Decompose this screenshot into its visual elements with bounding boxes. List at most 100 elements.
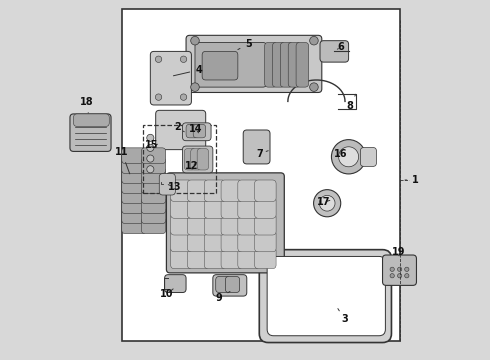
FancyBboxPatch shape: [221, 180, 243, 202]
FancyBboxPatch shape: [142, 168, 166, 184]
FancyBboxPatch shape: [221, 230, 243, 252]
FancyBboxPatch shape: [159, 174, 175, 195]
Text: 11: 11: [115, 147, 130, 174]
FancyBboxPatch shape: [167, 173, 284, 273]
Text: 12: 12: [185, 161, 199, 171]
FancyBboxPatch shape: [188, 180, 209, 202]
FancyBboxPatch shape: [296, 42, 309, 87]
FancyBboxPatch shape: [186, 35, 322, 93]
FancyBboxPatch shape: [171, 180, 192, 202]
Circle shape: [319, 195, 335, 211]
FancyBboxPatch shape: [238, 197, 259, 218]
FancyBboxPatch shape: [70, 114, 111, 152]
FancyBboxPatch shape: [182, 123, 211, 141]
Circle shape: [155, 56, 162, 63]
FancyBboxPatch shape: [195, 42, 267, 87]
Text: 9: 9: [216, 292, 230, 303]
Text: 10: 10: [160, 289, 174, 298]
FancyBboxPatch shape: [197, 149, 209, 170]
FancyBboxPatch shape: [360, 148, 376, 166]
FancyBboxPatch shape: [142, 218, 166, 234]
FancyBboxPatch shape: [182, 146, 213, 173]
FancyBboxPatch shape: [238, 213, 259, 235]
FancyBboxPatch shape: [255, 197, 276, 218]
Text: 4: 4: [173, 65, 202, 76]
FancyBboxPatch shape: [225, 276, 240, 293]
FancyBboxPatch shape: [122, 158, 146, 174]
FancyBboxPatch shape: [171, 197, 192, 218]
FancyBboxPatch shape: [191, 149, 202, 170]
Circle shape: [339, 147, 359, 167]
FancyBboxPatch shape: [259, 249, 392, 342]
Text: 2: 2: [174, 122, 184, 132]
FancyBboxPatch shape: [255, 213, 276, 235]
Text: 15: 15: [146, 140, 159, 150]
FancyBboxPatch shape: [204, 230, 226, 252]
FancyBboxPatch shape: [221, 213, 243, 235]
FancyBboxPatch shape: [188, 213, 209, 235]
FancyBboxPatch shape: [216, 276, 230, 293]
FancyBboxPatch shape: [142, 188, 166, 203]
FancyBboxPatch shape: [122, 188, 146, 203]
Text: 8: 8: [346, 94, 356, 111]
Circle shape: [191, 36, 199, 45]
FancyBboxPatch shape: [171, 213, 192, 235]
Text: 3: 3: [338, 309, 348, 324]
FancyBboxPatch shape: [221, 197, 243, 218]
FancyBboxPatch shape: [255, 247, 276, 269]
FancyBboxPatch shape: [238, 247, 259, 269]
FancyBboxPatch shape: [267, 256, 386, 336]
FancyBboxPatch shape: [320, 41, 348, 62]
Text: 5: 5: [238, 39, 252, 50]
FancyBboxPatch shape: [204, 247, 226, 269]
FancyBboxPatch shape: [238, 230, 259, 252]
FancyBboxPatch shape: [188, 247, 209, 269]
Text: 14: 14: [189, 124, 202, 134]
Circle shape: [147, 155, 154, 162]
Circle shape: [147, 166, 154, 173]
FancyBboxPatch shape: [142, 158, 166, 174]
FancyBboxPatch shape: [122, 198, 146, 213]
FancyBboxPatch shape: [255, 230, 276, 252]
FancyBboxPatch shape: [288, 42, 301, 87]
FancyBboxPatch shape: [122, 148, 146, 163]
FancyBboxPatch shape: [243, 130, 270, 164]
FancyBboxPatch shape: [188, 197, 209, 218]
FancyBboxPatch shape: [122, 178, 146, 194]
Circle shape: [310, 36, 318, 45]
FancyBboxPatch shape: [188, 230, 209, 252]
Circle shape: [155, 94, 162, 100]
Circle shape: [397, 267, 402, 271]
Circle shape: [390, 274, 394, 278]
FancyBboxPatch shape: [221, 247, 243, 269]
FancyBboxPatch shape: [255, 180, 276, 202]
Circle shape: [331, 140, 366, 174]
Circle shape: [180, 56, 187, 63]
Text: 6: 6: [337, 42, 344, 52]
FancyBboxPatch shape: [142, 208, 166, 224]
Circle shape: [191, 83, 199, 91]
FancyBboxPatch shape: [265, 42, 277, 87]
Text: 19: 19: [392, 247, 405, 257]
FancyBboxPatch shape: [280, 42, 293, 87]
FancyBboxPatch shape: [142, 198, 166, 213]
FancyBboxPatch shape: [193, 124, 206, 138]
Circle shape: [397, 274, 402, 278]
FancyBboxPatch shape: [238, 180, 259, 202]
FancyBboxPatch shape: [142, 178, 166, 194]
Bar: [122, 9, 400, 341]
FancyBboxPatch shape: [213, 275, 247, 296]
Text: 7: 7: [257, 149, 268, 158]
FancyBboxPatch shape: [204, 180, 226, 202]
Circle shape: [405, 274, 409, 278]
FancyBboxPatch shape: [171, 247, 192, 269]
Text: 18: 18: [80, 97, 94, 113]
Text: 16: 16: [334, 149, 347, 159]
Circle shape: [147, 144, 154, 152]
FancyBboxPatch shape: [122, 218, 146, 234]
Text: 1: 1: [405, 175, 419, 185]
Circle shape: [310, 83, 318, 91]
Circle shape: [180, 94, 187, 100]
FancyBboxPatch shape: [184, 149, 196, 170]
FancyBboxPatch shape: [272, 42, 285, 87]
